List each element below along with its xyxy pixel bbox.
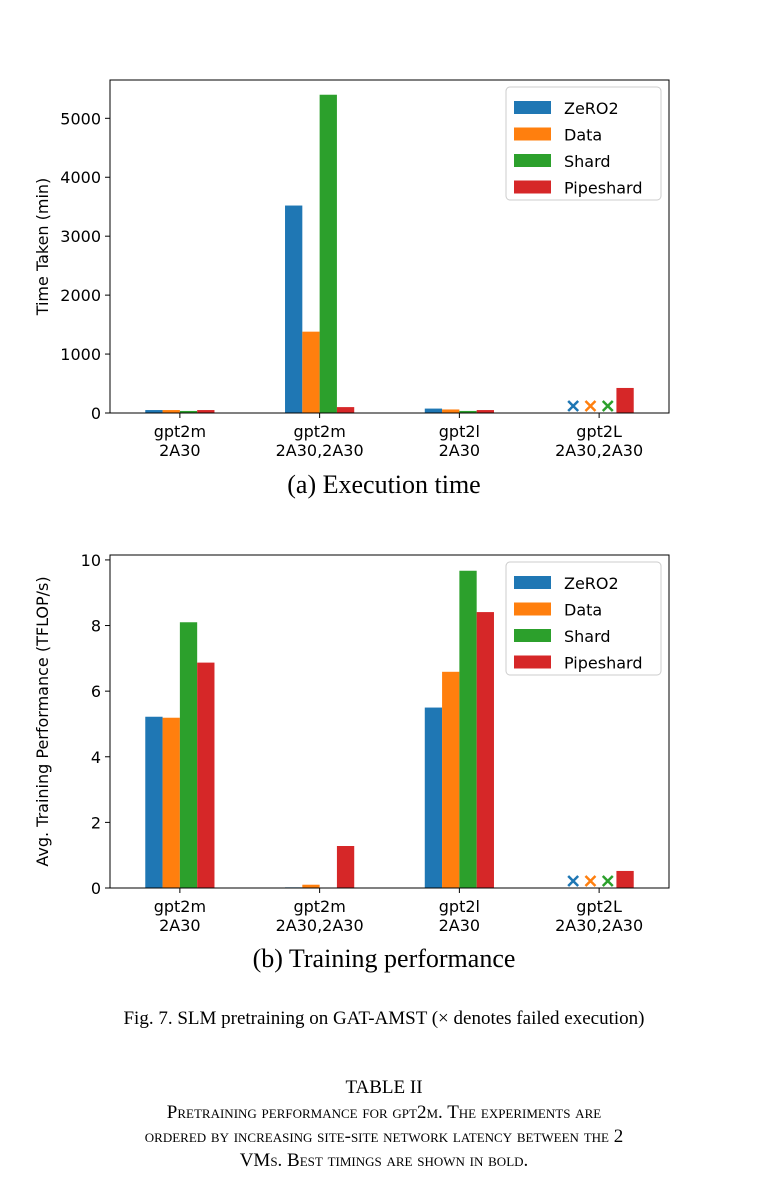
x-tick-label: gpt2L <box>576 422 622 441</box>
x-tick-label-config: 2A30 <box>439 441 480 460</box>
y-tick-label: 0 <box>91 879 101 898</box>
legend-label-data: Data <box>564 601 602 620</box>
y-tick-label: 1000 <box>60 345 101 364</box>
table-caption-line-3: VMs. Best timings are shown in bold. <box>239 1150 529 1171</box>
bar-zero2 <box>424 408 443 413</box>
legend-swatch-zero2 <box>514 576 551 589</box>
x-tick-label-config: 2A30,2A30 <box>555 441 643 460</box>
caption-a: (a) Execution time <box>287 470 481 499</box>
bar-pipeshard <box>336 407 355 413</box>
y-axis-label: Time Taken (min) <box>33 178 52 317</box>
bar-pipeshard <box>197 410 215 413</box>
failed-marker-shard <box>601 875 614 887</box>
y-tick-label: 3000 <box>60 227 101 246</box>
bar-data <box>442 409 460 413</box>
y-tick-label: 4000 <box>60 168 101 187</box>
x-tick-label-config: 2A30,2A30 <box>276 916 364 935</box>
x-tick-label: gpt2m <box>154 422 206 441</box>
bar-data <box>162 717 180 888</box>
bar-pipeshard <box>476 410 494 413</box>
training-performance-chart: 0 2 4 6 8 10 Avg. Training Performance (TFLOP/… <box>33 551 670 935</box>
bar-pipeshard <box>197 662 215 888</box>
table-caption: Pretraining performance for gpt2m. The e… <box>0 1101 768 1173</box>
bar-shard <box>459 410 477 413</box>
bar-pipeshard <box>616 387 634 413</box>
figure-caption: Fig. 7. SLM pretraining on GAT-AMST (× d… <box>123 1008 645 1029</box>
legend-swatch-pipeshard <box>514 655 551 669</box>
legend-swatch-zero2 <box>514 101 551 114</box>
bar-pipeshard <box>336 846 355 888</box>
x-tick-label: gpt2L <box>576 897 622 916</box>
x-tick-label: gpt2m <box>293 422 345 441</box>
failed-marker-data <box>584 875 597 887</box>
bar-pipeshard <box>476 612 494 888</box>
legend-label-shard: Shard <box>564 152 611 171</box>
legend <box>505 561 662 676</box>
legend-label-pipeshard: Pipeshard <box>564 654 642 673</box>
bar-zero2 <box>424 707 443 888</box>
table-caption-line-1: Pretraining performance for gpt2m. The e… <box>166 1102 602 1123</box>
bar-shard <box>459 570 477 888</box>
bar-zero2 <box>285 205 303 413</box>
failed-marker-zero2 <box>567 400 580 412</box>
legend-label-zero2: ZeRO2 <box>564 574 619 593</box>
failed-marker-shard <box>601 400 614 412</box>
x-tick-label: gpt2m <box>154 897 206 916</box>
legend-swatch-shard <box>514 629 551 642</box>
y-tick-label: 10 <box>81 551 101 570</box>
y-tick-label: 5000 <box>60 109 101 128</box>
bar-shard <box>179 410 198 413</box>
execution-time-chart: 0 1000 2000 3000 4000 5000 Time Taken (min) gpt… <box>33 79 670 460</box>
legend-swatch-pipeshard <box>514 180 551 194</box>
legend-swatch-data <box>514 127 551 141</box>
bar-zero2 <box>145 716 163 888</box>
y-tick-label: 2 <box>91 813 101 832</box>
x-tick-label-config: 2A30 <box>159 916 200 935</box>
x-tick-label-config: 2A30,2A30 <box>276 441 364 460</box>
bar-zero2 <box>145 410 163 413</box>
x-tick-label: gpt2l <box>439 897 480 916</box>
legend-swatch-data <box>514 602 551 616</box>
x-tick-label-config: 2A30 <box>159 441 200 460</box>
x-tick-label: gpt2l <box>439 422 480 441</box>
failed-marker-data <box>584 400 597 412</box>
table-caption-line-2: ordered by increasing site-site network … <box>144 1126 624 1147</box>
legend-label-shard: Shard <box>564 627 611 646</box>
bar-shard <box>319 94 337 414</box>
bar-data <box>442 671 460 888</box>
table-title: TABLE II <box>345 1077 423 1098</box>
x-tick-label-config: 2A30,2A30 <box>555 916 643 935</box>
y-tick-label: 6 <box>91 682 101 701</box>
legend-label-zero2: ZeRO2 <box>564 99 619 118</box>
legend-label-data: Data <box>564 126 602 145</box>
caption-b: (b) Training performance <box>252 944 516 973</box>
bar-data <box>302 884 320 888</box>
y-tick-label: 2000 <box>60 286 101 305</box>
failed-marker-zero2 <box>567 875 580 887</box>
bar-data <box>162 410 180 413</box>
y-tick-label: 0 <box>91 404 101 423</box>
y-tick-label: 8 <box>91 617 101 636</box>
legend-label-pipeshard: Pipeshard <box>564 179 642 198</box>
legend <box>505 86 662 201</box>
plot-frame <box>109 79 670 414</box>
x-tick-label-config: 2A30 <box>439 916 480 935</box>
bar-data <box>302 331 320 413</box>
plot-frame <box>109 554 670 889</box>
y-axis-label: Avg. Training Performance (TFLOP/s) <box>33 576 52 866</box>
bar-shard <box>179 622 198 888</box>
legend-swatch-shard <box>514 154 551 167</box>
x-tick-label: gpt2m <box>293 897 345 916</box>
bar-pipeshard <box>616 870 634 888</box>
y-tick-label: 4 <box>91 748 101 767</box>
